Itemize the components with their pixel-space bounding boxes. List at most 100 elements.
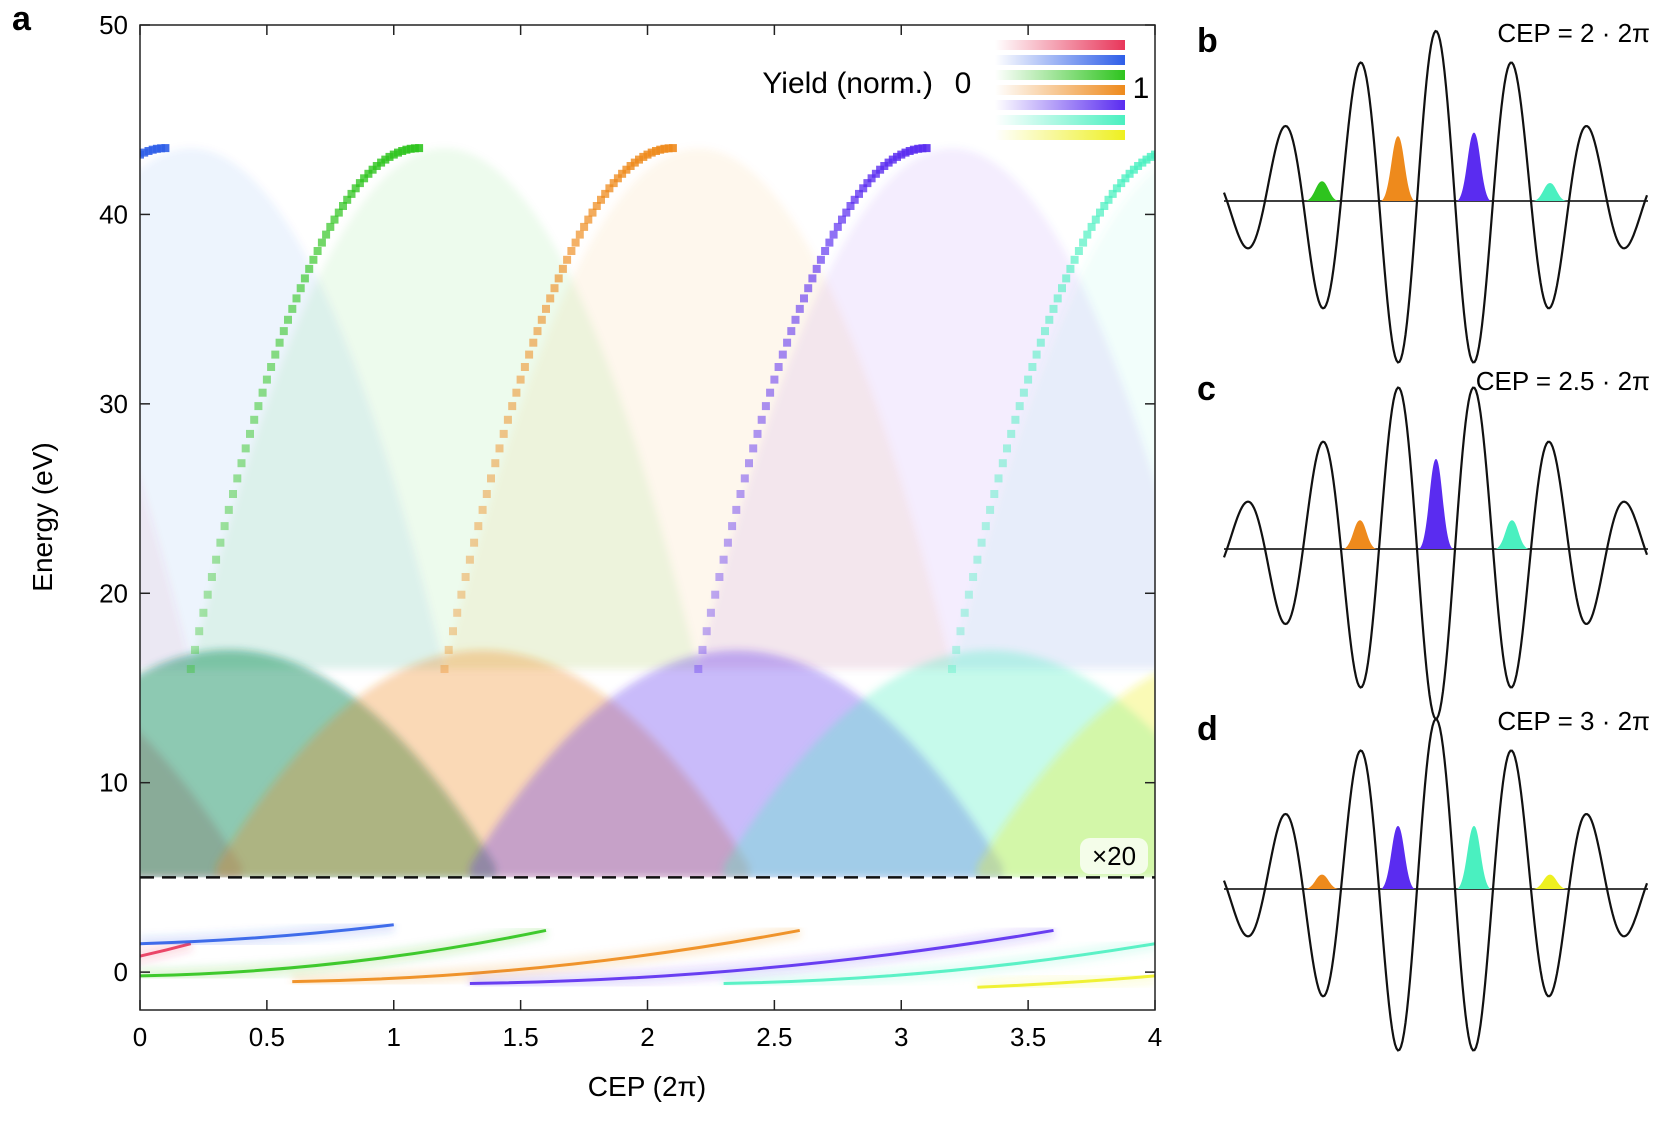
arc-edge-pixel [795,304,804,313]
arc-edge-pixel [1142,155,1151,164]
arc-edge-pixel [1363,190,1371,198]
low-energy-glow-pulse-5 [469,923,1055,991]
arc-edge-pixel [1003,444,1011,453]
arc-edge-pixel [203,590,212,599]
arc-edge-pixel [601,189,610,198]
arc-edge-pixel [279,327,288,336]
low-energy-glow-pulse-6 [723,936,1155,991]
arc-edge-pixel [1299,316,1307,324]
arc-edge-pixel [229,490,237,498]
y-tick-label: 50 [99,10,128,40]
arc-edge-pixel [575,230,584,239]
arc-edge-pixel [994,474,1003,483]
ionisation-burst [1456,826,1492,889]
outer-haze-pulse-6 [952,169,1155,670]
arc-edge-pixel [990,490,999,498]
arc-edge-pixel [1350,209,1358,217]
arc-edge-pixel [94,190,102,198]
arc-edge-pixel [694,665,703,673]
arc-edge-pixel [81,209,89,217]
arc-edge-pixel [56,256,64,264]
low-energy-glow-pulse-2 [140,917,395,951]
arc-edge-pixel [639,152,648,161]
arc-edge-pixel [195,627,204,636]
x-axis-title: CEP (2π) [588,1071,706,1102]
arc-edge-pixel [512,388,521,397]
arc-edge-pixel [1129,165,1138,174]
arc-edge-pixel [901,148,910,157]
arc-edge-pixel [1316,274,1324,282]
arc-edge-pixel [660,144,669,153]
arc-edge-pixel [1100,202,1109,210]
arc-edge-pixel [888,155,897,164]
arc-edge-pixel [1058,284,1066,293]
arc-edge-pixel [969,573,978,581]
arc-edge-pixel [964,590,973,599]
arc-edge-pixel [1117,179,1126,188]
arc-edge-pixel [233,474,242,483]
arc-edge-pixel [1079,238,1088,247]
arc-edge-pixel [909,145,918,154]
arc-edge-pixel [635,155,643,164]
arc-edge-pixel [157,144,166,153]
arc-edge-pixel [1303,305,1311,313]
x-tick-label: 0 [133,1022,147,1052]
arc-edge-pixel [132,153,140,161]
arc-edge-pixel [1379,170,1387,178]
arc-edge-pixel [808,274,817,283]
arc-edge-pixel [482,490,491,498]
waveform-panels: b CEP = 2 · 2π c CEP = 2.5 · 2π d CEP = 3 · 2… [1197,18,1650,1052]
arc-edge-pixel [1049,304,1058,313]
x-tick-label: 2.5 [756,1022,792,1052]
arc-edge-pixel [296,284,305,293]
arc-edge-pixel [871,169,880,178]
arc-edge-pixel [960,608,969,617]
arc-edge-pixel [838,215,846,224]
arc-edge-pixel [220,522,229,531]
arc-edge-pixel [613,174,622,183]
arc-edge-pixel [385,152,394,161]
arc-edge-pixel [288,304,297,313]
arc-edge-pixel [778,350,787,359]
arc-edge-pixel [1032,350,1041,359]
panel-letter-d: d [1197,710,1218,748]
arc-edge-pixel [377,158,386,167]
arc-edge-pixel [258,388,267,397]
arc-edge-pixel [186,665,195,673]
arc-edge-pixel [364,169,373,178]
arc-edge-pixel [449,627,457,636]
arc-edge-pixel [558,264,567,273]
arc-edge-pixel [1324,256,1332,264]
arc-edge-pixel [1202,665,1210,673]
arc-edge-pixel [850,195,859,204]
arc-edge-pixel [1121,174,1130,183]
arc-edge-pixel [1168,145,1176,153]
panel-letter-b: b [1197,22,1218,60]
arc-edge-pixel [1155,149,1163,157]
arc-edge-pixel [554,274,563,283]
arc-edge-pixel [609,179,618,188]
arc-edge-pixel [495,444,504,453]
arc-edge-pixel [30,316,38,324]
arc-edge-pixel [884,158,893,167]
arc-edge-pixel [922,144,931,153]
arc-edge-pixel [39,294,47,302]
arc-edge-pixel [1248,474,1256,482]
arc-edge-pixel [111,170,119,178]
arc-edge-pixel [271,350,280,359]
arc-edge-pixel [102,179,110,187]
arc-edge-pixel [1219,591,1227,599]
arc-edge-pixel [77,216,85,224]
arc-edge-pixel [804,284,813,293]
arc-edge-pixel [1358,196,1366,204]
arc-edge-pixel [1236,522,1244,530]
arc-edge-pixel [1282,363,1290,371]
arc-edge-pixel [664,144,673,153]
arc-edge-pixel [1019,388,1028,397]
x-tick-label: 3 [894,1022,908,1052]
field-waveform [1222,29,1649,364]
arc-edge-pixel [140,148,149,157]
cep-label-d: CEP = 3 · 2π [1497,706,1650,736]
legend-colour-bar [995,85,1125,95]
